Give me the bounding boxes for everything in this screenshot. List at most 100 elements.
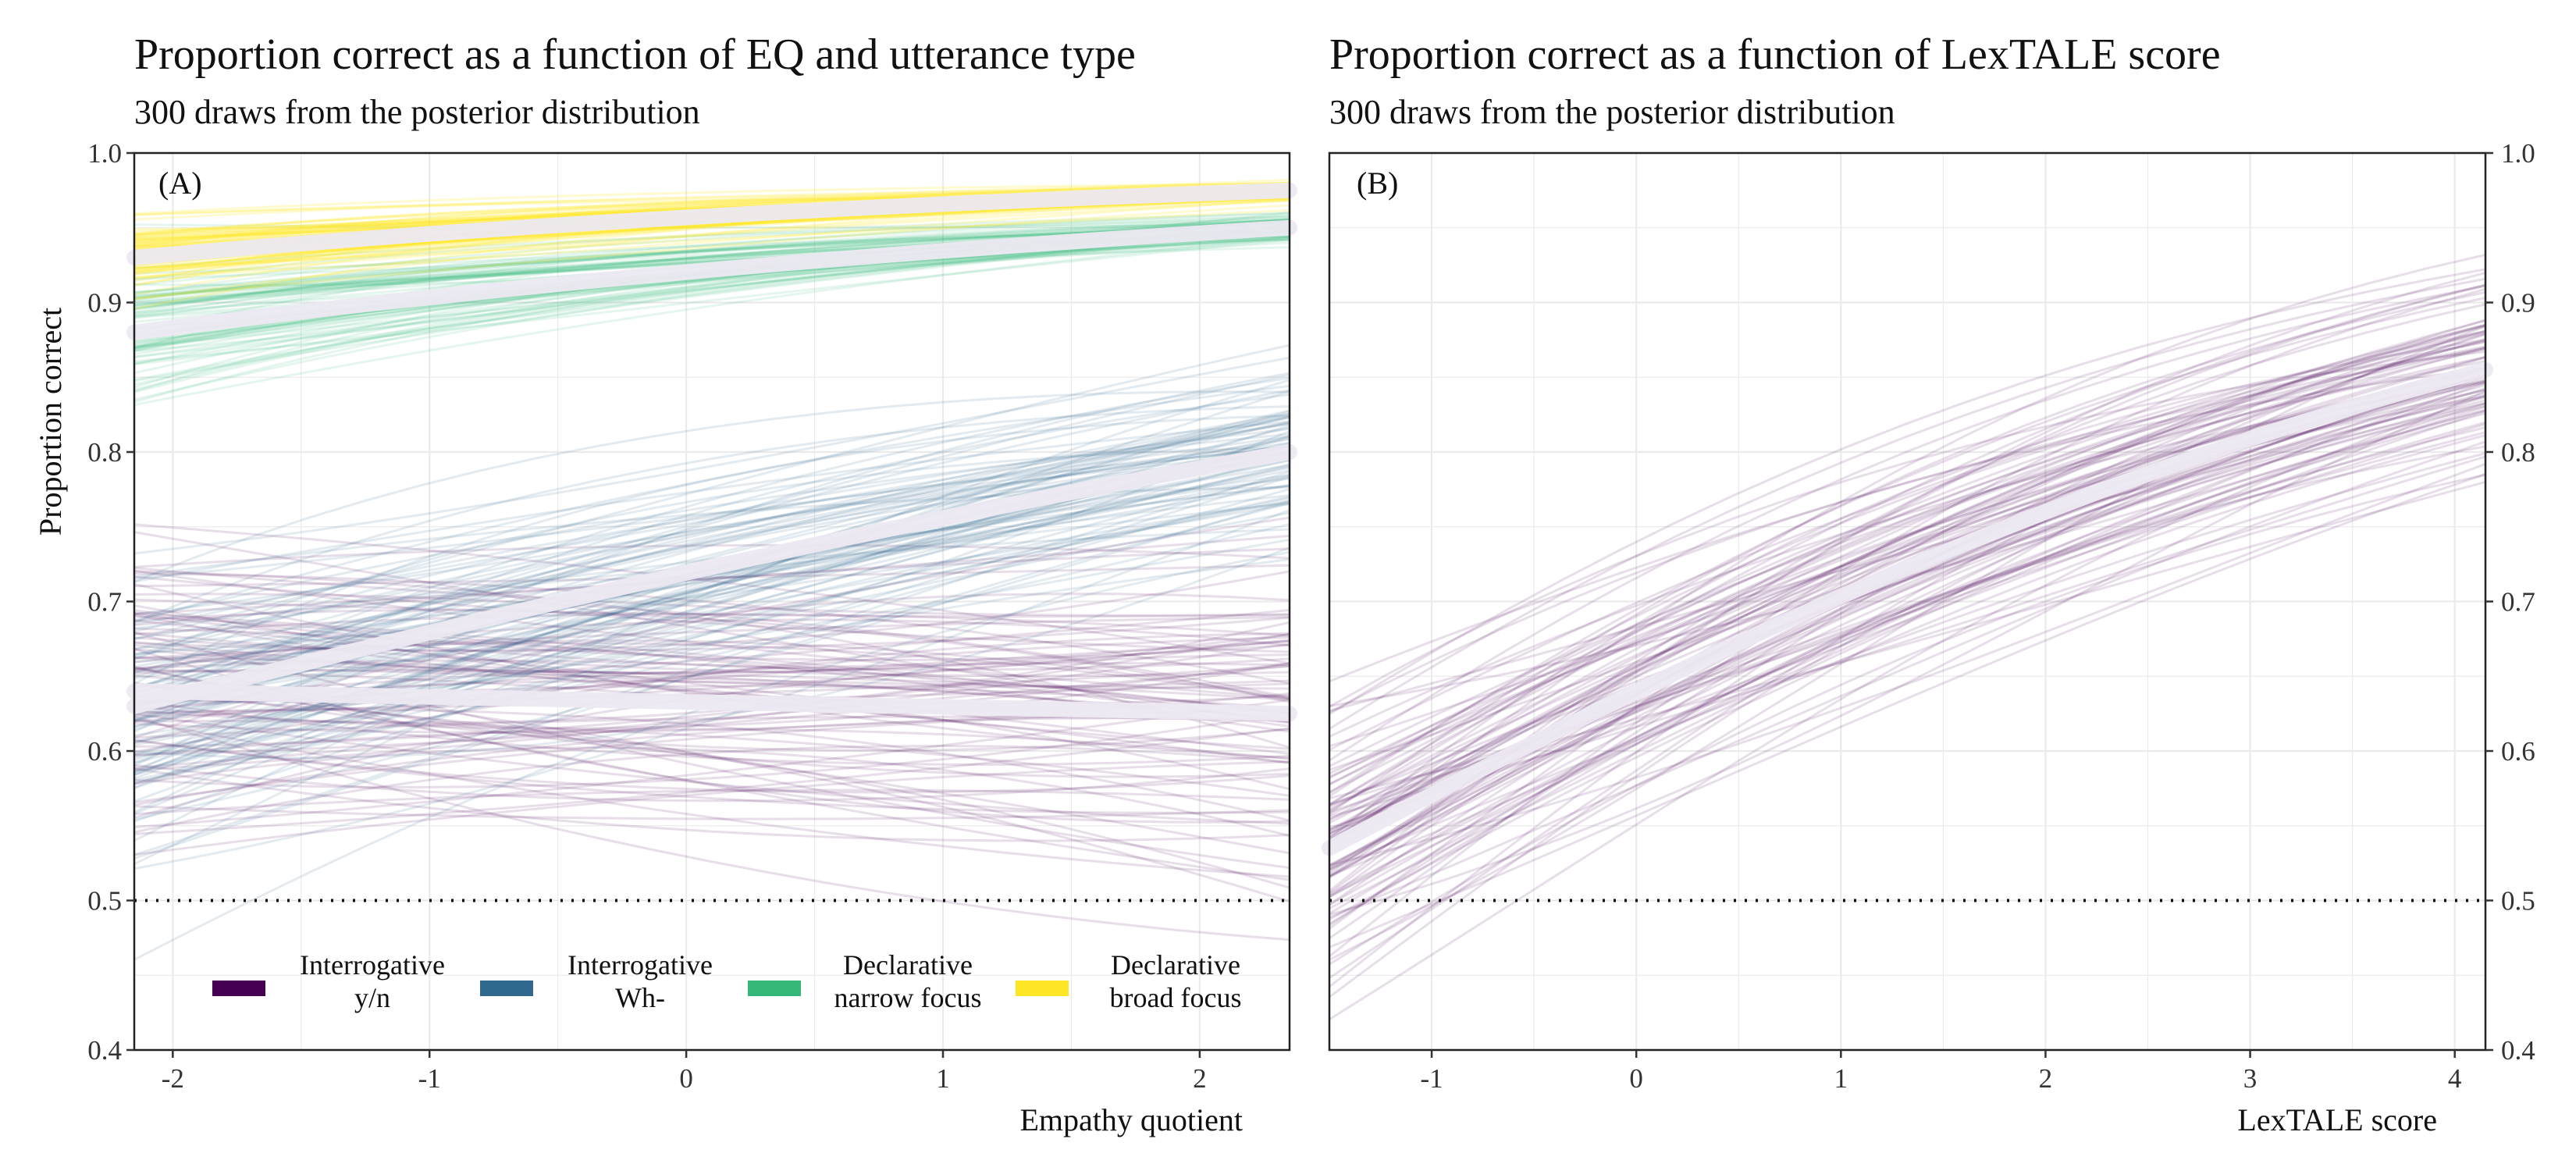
posterior-draw-line — [133, 500, 1290, 821]
posterior-draw-line — [133, 523, 1290, 665]
posterior-draw-line — [133, 420, 1290, 583]
posterior-draw-line — [1329, 381, 2486, 877]
posterior-draw-line — [133, 379, 1290, 866]
y-tick-label: 1.0 — [87, 138, 122, 169]
posterior-draw-line — [133, 718, 1290, 878]
posterior-draw-line — [133, 447, 1290, 661]
posterior-draw-line — [133, 543, 1290, 568]
posterior-draw-line — [133, 215, 1290, 301]
posterior-draw-line — [133, 495, 1290, 699]
posterior-draw-line — [133, 619, 1290, 755]
posterior-draw-line — [133, 233, 1290, 386]
posterior-draw-line — [1329, 408, 2486, 707]
posterior-draw-line — [133, 538, 1290, 737]
posterior-draw-line — [133, 662, 1290, 730]
posterior-draw-line — [133, 235, 1290, 365]
posterior-draw-line — [133, 695, 1290, 889]
posterior-draw-line — [1329, 277, 2486, 730]
x-tick-label: 1 — [936, 1063, 950, 1094]
posterior-draw-line — [133, 484, 1290, 673]
posterior-draw-line — [133, 739, 1290, 794]
x-tick-label: 1 — [1834, 1063, 1848, 1094]
posterior-draw-line — [133, 547, 1290, 627]
posterior-draw-line — [133, 219, 1290, 301]
posterior-draw-line — [133, 640, 1290, 723]
posterior-draw-line — [133, 593, 1290, 699]
posterior-draw-line — [133, 181, 1290, 248]
posterior-draw-line — [1329, 390, 2486, 917]
posterior-draw-line — [133, 564, 1290, 588]
posterior-draw-line — [133, 664, 1290, 770]
posterior-draw-line — [1329, 366, 2486, 842]
posterior-draw-line — [133, 484, 1290, 630]
posterior-draw-line — [133, 218, 1290, 269]
posterior-draw-line — [133, 450, 1290, 659]
panel-b-gridlines — [1329, 151, 2485, 1052]
posterior-draw-line — [133, 463, 1290, 705]
posterior-draw-line — [133, 497, 1290, 747]
posterior-draw-line — [1329, 268, 2486, 716]
posterior-draw-line — [1329, 472, 2486, 949]
posterior-draw-line — [133, 444, 1290, 710]
posterior-draw-line — [133, 727, 1290, 835]
posterior-draw-line — [133, 215, 1290, 296]
posterior-draw-line — [133, 230, 1290, 381]
posterior-draw-line — [1329, 409, 2486, 915]
posterior-draw-line — [133, 224, 1290, 294]
posterior-draw-line — [1329, 332, 2486, 786]
posterior-draw-line — [1329, 367, 2486, 785]
posterior-draw-line — [133, 502, 1290, 860]
posterior-draw-line — [133, 604, 1290, 750]
panel-b-title: Proportion correct as a function of LexT… — [1329, 30, 2221, 79]
mean-line — [126, 444, 1297, 714]
posterior-draw-line — [133, 475, 1290, 856]
posterior-draw-line — [133, 435, 1290, 580]
posterior-draw-line — [133, 220, 1290, 310]
legend-label: y/n — [354, 982, 390, 1013]
posterior-draw-line — [133, 632, 1290, 678]
posterior-draw-line — [1329, 345, 2486, 806]
legend-key — [212, 981, 265, 996]
posterior-draw-line — [133, 415, 1290, 685]
panel-b-x-axis-label: LexTALE score — [2237, 1102, 2437, 1137]
posterior-draw-line — [1329, 355, 2486, 767]
posterior-draw-line — [1329, 324, 2486, 958]
posterior-draw-line — [133, 356, 1290, 555]
posterior-draw-line — [1329, 411, 2486, 895]
legend-label: Interrogative — [568, 949, 713, 981]
posterior-draw-line — [1329, 284, 2486, 762]
posterior-draw-line — [1329, 389, 2486, 831]
posterior-draw-line — [133, 683, 1290, 855]
panel-a-label: (A) — [158, 166, 202, 201]
legend-label: broad focus — [1110, 982, 1242, 1013]
posterior-draw-line — [1329, 323, 2486, 839]
posterior-draw-line — [133, 185, 1290, 221]
x-tick-label: 4 — [2448, 1063, 2462, 1094]
posterior-draw-line — [1329, 287, 2486, 930]
posterior-draw-line — [133, 567, 1290, 617]
posterior-draw-line — [133, 708, 1290, 822]
posterior-draw-line — [133, 632, 1290, 748]
panel-b-mean-lines — [1322, 361, 2493, 856]
legend-label: Declarative — [843, 949, 973, 981]
legend-key — [748, 981, 801, 996]
posterior-draw-line — [133, 211, 1290, 314]
posterior-draw-line — [133, 715, 1290, 941]
posterior-draw-line — [1329, 350, 2486, 708]
posterior-draw-line — [1329, 319, 2486, 821]
posterior-draw-line — [133, 178, 1290, 239]
x-tick-label: 2 — [2039, 1063, 2053, 1094]
posterior-draw-line — [133, 711, 1290, 788]
posterior-draw-line — [133, 373, 1290, 696]
posterior-draw-line — [1329, 445, 2486, 927]
y-tick-label: 0.4 — [87, 1035, 122, 1066]
posterior-draw-line — [133, 216, 1290, 311]
y-tick-label: 0.4 — [2501, 1035, 2535, 1066]
posterior-draw-line — [133, 641, 1290, 701]
panel-a-y-axis-label: Proportion correct — [33, 308, 68, 536]
posterior-draw-line — [1329, 347, 2486, 842]
posterior-draw-line — [133, 464, 1290, 777]
posterior-draw-line — [1329, 395, 2486, 838]
posterior-draw-line — [133, 488, 1290, 759]
